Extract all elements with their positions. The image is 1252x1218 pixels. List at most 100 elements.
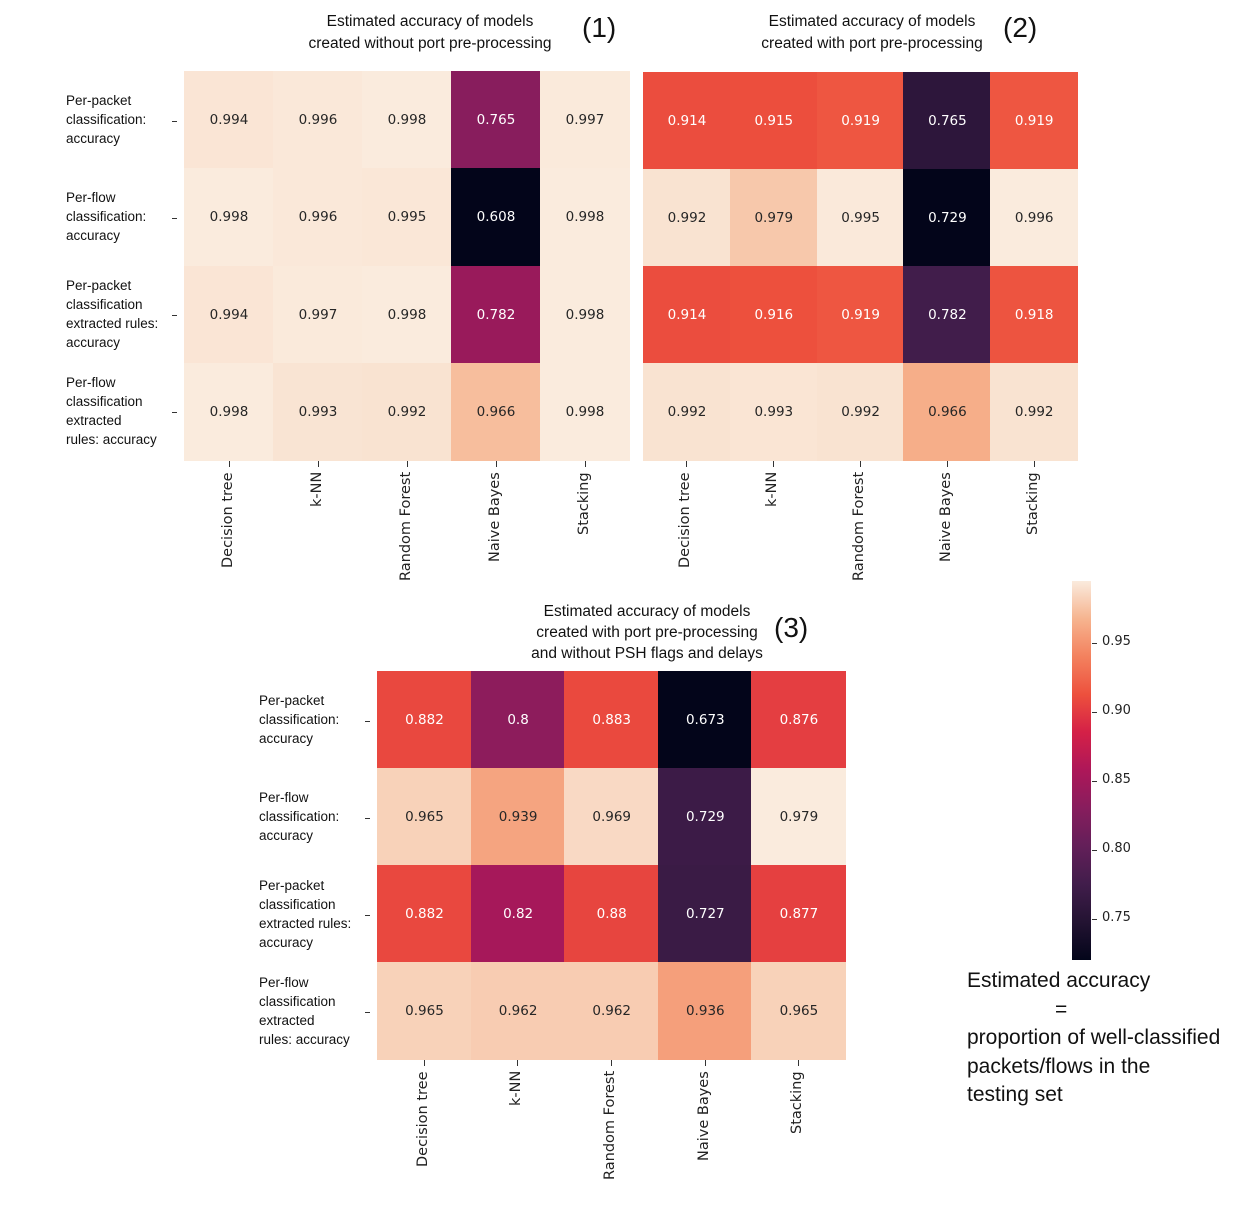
heatmap-cell: 0.994	[184, 265, 274, 364]
y-tick-label-line: Per-flow	[259, 790, 309, 805]
y-tick-label: Per-flow classification: accuracy	[66, 188, 178, 245]
heatmap-cell: 0.997	[273, 265, 363, 364]
heatmap-cell: 0.965	[751, 962, 847, 1060]
x-tick	[611, 1060, 612, 1066]
heatmap-2-title: Estimated accuracy of models created wit…	[722, 11, 1022, 55]
y-tick	[365, 914, 370, 916]
y-tick-label-line: extracted rules:	[259, 915, 352, 931]
heatmap-cell: 0.782	[451, 265, 541, 364]
y-tick-label-line: accuracy	[259, 731, 314, 746]
note-line: Estimated accuracy	[967, 969, 1151, 992]
y-tick	[365, 1011, 370, 1013]
y-tick-label-line: classification	[66, 297, 143, 313]
heatmap-cell: 0.729	[903, 169, 992, 267]
heatmap-cell: 0.882	[377, 865, 472, 963]
x-tick	[317, 461, 319, 467]
colorbar-tick	[1092, 643, 1097, 645]
heatmap-cell: 0.966	[451, 362, 541, 461]
heatmap-cell: 0.992	[643, 363, 731, 461]
x-tick	[584, 461, 586, 467]
heatmap-2-title-line: Estimated accuracy of models	[768, 13, 976, 30]
heatmap-cell: 0.998	[184, 362, 274, 461]
y-tick-label: Per-flow classification: accuracy	[259, 788, 371, 845]
x-tick-label: Decision tree	[219, 472, 236, 568]
heatmap-cell: 0.965	[377, 962, 472, 1060]
y-tick-label-line: Per-packet	[66, 93, 132, 109]
heatmap-cell: 0.992	[990, 363, 1079, 461]
heatmap-3-title-line: Estimated accuracy of models	[543, 603, 751, 620]
heatmap-1: 0.994 0.996 0.998 0.765 0.997 0.998 0.996 0.995…	[66, 71, 630, 581]
y-tick-label-line: accuracy	[66, 131, 121, 147]
y-tick-label-line: Per-flow	[259, 974, 309, 990]
heatmap-cell: 0.916	[729, 266, 818, 364]
colorbar-tick-label: 0.95	[1102, 634, 1131, 650]
x-tick	[495, 461, 497, 467]
x-tick	[773, 461, 775, 467]
y-tick-label-line: Per-packet	[259, 693, 325, 708]
x-tick-label: Decision tree	[677, 472, 694, 568]
colorbar-tick	[1092, 849, 1097, 851]
y-tick-label-line: extracted	[259, 1012, 315, 1028]
heatmap-3: 0.882 0.8 0.883 0.673 0.876 0.965 0.939 0.969 0.…	[259, 671, 847, 1180]
heatmap-cell: 0.876	[751, 671, 847, 769]
heatmap-1-panel-label: (1)	[582, 12, 617, 43]
x-tick-label: Random Forest	[851, 472, 867, 582]
y-tick-label-line: extracted rules:	[66, 316, 159, 332]
heatmap-3-panel-label: (3)	[774, 612, 809, 643]
heatmap-cell: 0.962	[564, 962, 660, 1060]
heatmap-cell: 0.979	[751, 768, 847, 866]
y-tick-label: Per-packet classification: accuracy	[259, 691, 371, 748]
y-tick	[172, 315, 177, 317]
accuracy-definition-note: Estimated accuracy = proportion of well-…	[967, 967, 1252, 1110]
colorbar-tick-label: 0.80	[1102, 840, 1131, 856]
colorbar-tick-label: 0.75	[1102, 909, 1131, 925]
x-tick	[798, 1060, 800, 1066]
heatmap-cell: 0.995	[362, 168, 452, 267]
x-tick-label: Stacking	[789, 1071, 806, 1134]
heatmap-cell: 0.969	[564, 768, 660, 866]
y-tick-label-line: accuracy	[259, 828, 314, 843]
y-tick-label: Per-flow classification extracted rules: ac…	[66, 373, 178, 449]
note-line: testing set	[967, 1083, 1063, 1106]
colorbar-tick	[1092, 711, 1097, 713]
heatmap-2-title-line: created with port pre-processing	[761, 35, 983, 52]
y-tick-label-line: classification:	[259, 809, 340, 824]
y-tick-label-line: accuracy	[66, 228, 121, 244]
heatmap-2: 0.914 0.915 0.919 0.765 0.919 0.992 0.979 0.995…	[643, 72, 1079, 581]
note-line: proportion of well-classified	[967, 1026, 1221, 1049]
heatmap-cell: 0.965	[377, 768, 472, 866]
y-tick-label: Per-packet classification extracted rules:…	[66, 276, 178, 352]
heatmap-cell: 0.919	[816, 72, 905, 170]
heatmap-cell: 0.918	[990, 266, 1079, 364]
heatmap-3-title-line: created with port pre-processing	[536, 624, 758, 641]
x-tick	[1033, 461, 1035, 467]
heatmap-cell: 0.993	[729, 363, 818, 461]
x-tick-label: Random Forest	[602, 1071, 618, 1181]
heatmap-cell: 0.882	[377, 671, 472, 769]
heatmap-cell: 0.993	[273, 362, 363, 461]
x-tick	[228, 461, 230, 467]
heatmap-cell: 0.962	[470, 962, 566, 1060]
x-tick	[517, 1060, 519, 1066]
heatmap-cell: 0.998	[362, 71, 452, 169]
heatmap-cell: 0.998	[540, 168, 630, 267]
heatmap-cell: 0.782	[903, 266, 992, 364]
heatmap-cell: 0.966	[903, 363, 992, 461]
note-line: packets/flows in the	[967, 1054, 1151, 1078]
note-line: =	[1055, 997, 1068, 1021]
heatmap-1-title-line: Estimated accuracy of models	[326, 13, 534, 30]
x-tick-label: Random Forest	[397, 472, 414, 582]
y-tick-label: Per-packet classification: accuracy	[66, 91, 178, 148]
y-tick-label-line: classification	[259, 896, 336, 912]
heatmap-cell: 0.992	[362, 362, 452, 461]
heatmap-cell: 0.88	[564, 865, 660, 963]
x-tick-label: Naive Bayes	[937, 472, 954, 562]
colorbar: 0.75 0.80 0.85 0.90 0.95	[1072, 581, 1131, 960]
heatmap-cell: 0.727	[657, 865, 753, 963]
y-tick-label-line: rules: accuracy	[259, 1031, 350, 1047]
heatmap-cell: 0.608	[451, 168, 541, 267]
heatmap-cell: 0.939	[470, 768, 566, 866]
x-tick-label: Naive Bayes	[695, 1071, 712, 1161]
y-tick-label-line: Per-packet	[66, 278, 132, 294]
y-tick-label-line: Per-flow	[66, 190, 116, 206]
